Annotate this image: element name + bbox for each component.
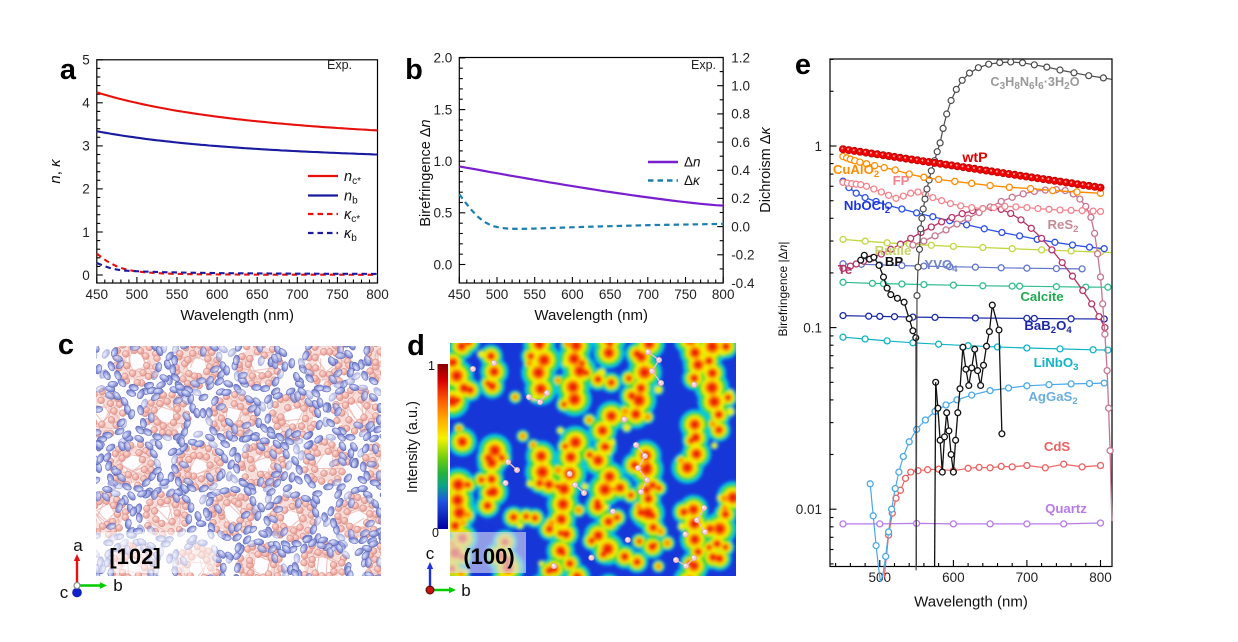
svg-text:LiNbO3: LiNbO3 [1034, 355, 1079, 373]
svg-text:0.01: 0.01 [796, 502, 822, 517]
svg-text:Rutile: Rutile [875, 243, 912, 258]
svg-text:0.5: 0.5 [434, 206, 453, 221]
svg-text:0: 0 [82, 268, 90, 283]
svg-text:700: 700 [1016, 570, 1039, 585]
svg-text:800: 800 [366, 287, 389, 302]
svg-text:c: c [60, 583, 69, 602]
svg-text:κb: κb [344, 226, 357, 244]
svg-text:1: 1 [82, 225, 90, 240]
svg-text:Calcite: Calcite [1020, 289, 1063, 304]
svg-text:YVO4: YVO4 [924, 257, 958, 275]
svg-text:b: b [405, 54, 423, 86]
svg-text:Wavelength (nm): Wavelength (nm) [180, 307, 294, 324]
svg-text:450: 450 [86, 287, 109, 302]
svg-text:650: 650 [599, 287, 622, 302]
svg-text:500: 500 [126, 287, 149, 302]
svg-text:nc*: nc* [344, 169, 361, 187]
svg-text:Wavelength (nm): Wavelength (nm) [534, 307, 648, 324]
svg-text:-0.2: -0.2 [731, 248, 754, 263]
svg-text:1: 1 [814, 139, 822, 154]
svg-text:0.1: 0.1 [803, 320, 822, 335]
svg-text:[102]: [102] [109, 544, 160, 569]
svg-text:2: 2 [82, 182, 90, 197]
svg-text:Δn: Δn [684, 155, 701, 170]
svg-text:FP: FP [893, 173, 910, 188]
svg-text:0: 0 [432, 526, 439, 540]
svg-text:550: 550 [166, 287, 189, 302]
svg-text:500: 500 [486, 287, 509, 302]
svg-text:600: 600 [942, 570, 965, 585]
svg-text:700: 700 [637, 287, 660, 302]
svg-text:CuAlO2: CuAlO2 [833, 162, 879, 180]
svg-text:wtP: wtP [961, 150, 987, 166]
svg-text:Birefringence |Δn|: Birefringence |Δn| [776, 242, 790, 337]
svg-text:450: 450 [448, 287, 471, 302]
svg-text:AgGaS2: AgGaS2 [1028, 389, 1077, 407]
svg-text:b: b [461, 581, 470, 600]
svg-text:Intensity (a.u.): Intensity (a.u.) [405, 401, 421, 493]
svg-text:BP: BP [885, 254, 904, 269]
svg-text:(100): (100) [463, 544, 514, 569]
svg-text:NbOCl2: NbOCl2 [844, 198, 890, 216]
svg-text:Exp.: Exp. [691, 58, 716, 72]
svg-text:n, κ: n, κ [47, 158, 64, 184]
svg-text:0.0: 0.0 [731, 219, 750, 234]
svg-text:Δκ: Δκ [684, 173, 701, 188]
svg-text:e: e [795, 49, 811, 81]
svg-text:750: 750 [674, 287, 697, 302]
svg-text:750: 750 [326, 287, 349, 302]
svg-text:1.5: 1.5 [434, 102, 453, 117]
svg-text:a: a [60, 54, 77, 86]
svg-text:3: 3 [82, 139, 90, 154]
svg-text:1.0: 1.0 [731, 79, 750, 94]
svg-text:4: 4 [82, 96, 90, 111]
svg-text:1.0: 1.0 [434, 154, 453, 169]
svg-text:5: 5 [82, 53, 90, 68]
svg-text:0.4: 0.4 [731, 163, 750, 178]
svg-text:1.2: 1.2 [731, 50, 750, 65]
svg-text:0.6: 0.6 [731, 135, 750, 150]
svg-text:700: 700 [286, 287, 309, 302]
svg-text:0.2: 0.2 [731, 191, 750, 206]
svg-text:a: a [73, 536, 83, 555]
svg-text:1: 1 [428, 359, 435, 373]
svg-text:0.8: 0.8 [731, 107, 750, 122]
svg-text:800: 800 [1089, 570, 1112, 585]
svg-text:C3H8N6I6·3H2O: C3H8N6I6·3H2O [990, 75, 1079, 92]
svg-text:BaB2O4: BaB2O4 [1024, 318, 1072, 336]
svg-text:Quartz: Quartz [1045, 501, 1087, 516]
svg-text:CdS: CdS [1044, 439, 1071, 454]
svg-text:d: d [407, 330, 425, 362]
svg-text:Exp.: Exp. [327, 58, 352, 72]
svg-text:800: 800 [712, 287, 735, 302]
svg-text:c: c [426, 544, 435, 563]
svg-text:0.0: 0.0 [434, 257, 453, 272]
svg-text:Te: Te [838, 262, 852, 277]
svg-text:600: 600 [206, 287, 229, 302]
svg-text:Dichroism Δκ: Dichroism Δκ [758, 127, 774, 213]
svg-text:c: c [58, 329, 74, 361]
svg-text:ReS2: ReS2 [1048, 217, 1079, 235]
svg-text:nb: nb [344, 189, 358, 207]
svg-text:Wavelength (nm): Wavelength (nm) [914, 594, 1028, 611]
svg-text:-0.4: -0.4 [731, 276, 755, 291]
svg-text:2.0: 2.0 [434, 51, 453, 66]
svg-text:κc*: κc* [344, 207, 360, 225]
svg-text:b: b [113, 576, 122, 595]
svg-text:Birefringence Δn: Birefringence Δn [418, 119, 434, 226]
svg-text:650: 650 [246, 287, 269, 302]
svg-text:550: 550 [523, 287, 546, 302]
svg-text:600: 600 [561, 287, 584, 302]
